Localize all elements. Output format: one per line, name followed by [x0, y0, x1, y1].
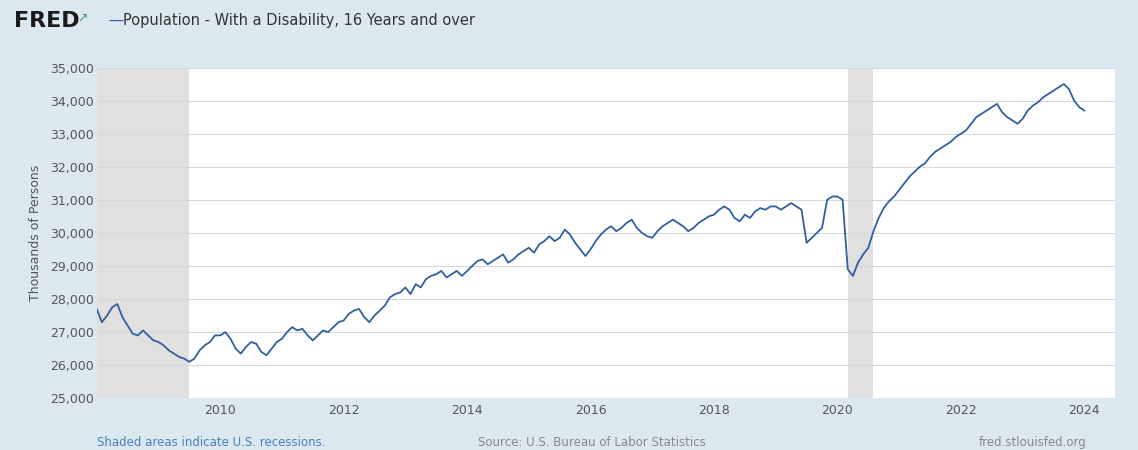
Text: Population - With a Disability, 16 Years and over: Population - With a Disability, 16 Years… [123, 13, 475, 27]
Text: fred.stlouisfed.org: fred.stlouisfed.org [979, 436, 1087, 449]
Text: FRED: FRED [14, 11, 80, 31]
Text: ↗: ↗ [77, 11, 88, 24]
Bar [91, 68, 189, 398]
Text: Source: U.S. Bureau of Labor Statistics: Source: U.S. Bureau of Labor Statistics [478, 436, 706, 449]
Bar [848, 68, 874, 398]
Text: Shaded areas indicate U.S. recessions.: Shaded areas indicate U.S. recessions. [97, 436, 325, 449]
Y-axis label: Thousands of Persons: Thousands of Persons [28, 165, 42, 301]
Text: —: — [108, 13, 123, 27]
